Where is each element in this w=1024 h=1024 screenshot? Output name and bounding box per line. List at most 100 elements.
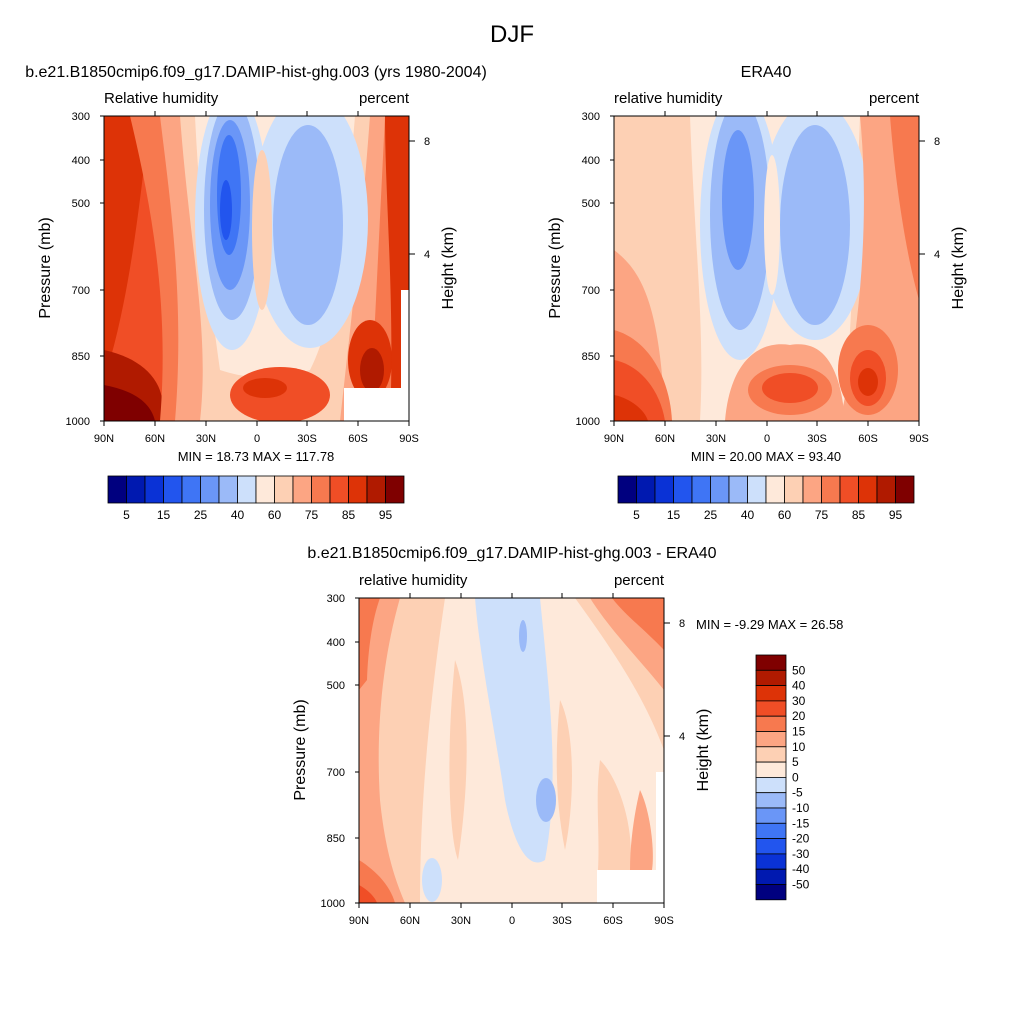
colorbar: 5 15 25 40 60 75 85 95	[617, 475, 915, 522]
colorbar-label: 95	[379, 508, 393, 522]
units-label: percent	[614, 572, 665, 589]
right-axis: 8 4 Height (km)	[664, 618, 712, 791]
colorbar-swatch	[895, 475, 915, 504]
y-tick-label: 500	[327, 680, 345, 692]
colorbar-swatch	[755, 868, 787, 885]
colorbar: 5 15 25 40 60 75 85 95	[107, 475, 405, 522]
colorbar-swatch	[107, 475, 127, 504]
colorbar-swatch	[755, 700, 787, 717]
panel-title: ERA40	[741, 64, 792, 81]
min-max-stats: MIN = -9.29 MAX = 26.58	[696, 617, 843, 632]
colorbar-swatch	[163, 475, 183, 504]
colorbar-swatch	[755, 884, 787, 901]
colorbar-swatch	[636, 475, 656, 504]
colorbar-label: 20	[792, 709, 806, 723]
colorbar-swatch	[755, 853, 787, 870]
colorbar-swatch	[126, 475, 146, 504]
y-tick-label: 300	[582, 111, 600, 123]
colorbar-swatch	[348, 475, 368, 504]
colorbar-swatch	[755, 715, 787, 732]
contour-field	[104, 116, 409, 421]
x-tick-label: 90N	[349, 915, 369, 927]
colorbar-swatch	[728, 475, 748, 504]
colorbar-label: 75	[815, 508, 829, 522]
colorbar-swatch	[673, 475, 693, 504]
colorbar-label: 15	[667, 508, 681, 522]
height-tick-label: 8	[679, 618, 685, 630]
colorbar-label: 85	[852, 508, 866, 522]
colorbar-swatch	[858, 475, 878, 504]
colorbar-label: 60	[778, 508, 792, 522]
x-tick-label: 90S	[654, 915, 674, 927]
panel-title: b.e21.B1850cmip6.f09_g17.DAMIP-hist-ghg.…	[307, 545, 716, 562]
colorbar-label: -10	[792, 801, 810, 815]
right-axis-label: Height (km)	[440, 227, 457, 310]
colorbar-label: -40	[792, 862, 810, 876]
colorbar-swatch	[755, 685, 787, 702]
colorbar-swatch	[617, 475, 637, 504]
x-tick-label: 0	[509, 915, 515, 927]
colorbar-label: 60	[268, 508, 282, 522]
y-tick-label: 400	[327, 637, 345, 649]
y-tick-label: 1000	[576, 416, 600, 428]
min-max-stats: MIN = 20.00 MAX = 93.40	[691, 449, 841, 464]
colorbar-swatch	[710, 475, 730, 504]
y-tick-label: 400	[72, 155, 90, 167]
colorbar-label: 30	[792, 694, 806, 708]
x-tick-label: 60N	[655, 433, 675, 445]
colorbar-swatch	[654, 475, 674, 504]
colorbar-label: 15	[157, 508, 171, 522]
x-tick-label: 90N	[604, 433, 624, 445]
x-axis: 90N 60N 30N 0 30S 60S 90S	[604, 111, 929, 445]
y-tick-label: 1000	[66, 416, 90, 428]
units-label: percent	[359, 90, 410, 107]
panel-title: b.e21.B1850cmip6.f09_g17.DAMIP-hist-ghg.…	[25, 64, 487, 81]
colorbar-swatch	[876, 475, 896, 504]
min-max-stats: MIN = 18.73 MAX = 117.78	[178, 449, 335, 464]
y-tick-label: 300	[72, 111, 90, 123]
colorbar-label: 40	[741, 508, 755, 522]
colorbar-swatch	[292, 475, 312, 504]
colorbar-label: 0	[792, 770, 799, 784]
colorbar-swatch	[218, 475, 238, 504]
colorbar-swatch	[755, 654, 787, 671]
x-tick-label: 30N	[196, 433, 216, 445]
colorbar-label: 10	[792, 740, 806, 754]
y-tick-label: 700	[582, 285, 600, 297]
x-tick-label: 90S	[909, 433, 929, 445]
colorbar-swatch	[385, 475, 405, 504]
colorbar-label: 15	[792, 725, 806, 739]
x-tick-label: 30S	[552, 915, 572, 927]
y-tick-label: 700	[327, 767, 345, 779]
colorbar-swatch	[255, 475, 275, 504]
y-axis-label: Pressure (mb)	[547, 217, 564, 318]
height-tick-label: 8	[934, 136, 940, 148]
colorbar-swatch	[755, 838, 787, 855]
x-axis: 90N 60N 30N 0 30S 60S 90S	[349, 593, 674, 927]
x-tick-label: 30N	[451, 915, 471, 927]
y-tick-label: 700	[72, 285, 90, 297]
y-axis: 300 400 500 700 850 1000 Pressure (mb)	[292, 593, 359, 910]
x-tick-label: 30S	[807, 433, 827, 445]
colorbar-swatch	[755, 731, 787, 748]
x-tick-label: 90N	[94, 433, 114, 445]
colorbar-swatch	[237, 475, 257, 504]
colorbar-swatch	[747, 475, 767, 504]
colorbar-label: -5	[792, 786, 803, 800]
colorbar-label: 5	[633, 508, 640, 522]
height-tick-label: 4	[934, 249, 940, 261]
x-tick-label: 60N	[400, 915, 420, 927]
x-tick-label: 0	[254, 433, 260, 445]
x-tick-label: 60N	[145, 433, 165, 445]
colorbar-swatch	[329, 475, 349, 504]
right-axis: 8 4 Height (km)	[919, 136, 967, 309]
y-tick-label: 500	[582, 198, 600, 210]
y-axis-label: Pressure (mb)	[292, 699, 309, 800]
height-tick-label: 8	[424, 136, 430, 148]
colorbar-swatch	[144, 475, 164, 504]
colorbar-label: 5	[123, 508, 130, 522]
colorbar-swatch	[784, 475, 804, 504]
y-tick-label: 850	[327, 833, 345, 845]
colorbar-label: 40	[231, 508, 245, 522]
right-axis-label: Height (km)	[695, 709, 712, 792]
